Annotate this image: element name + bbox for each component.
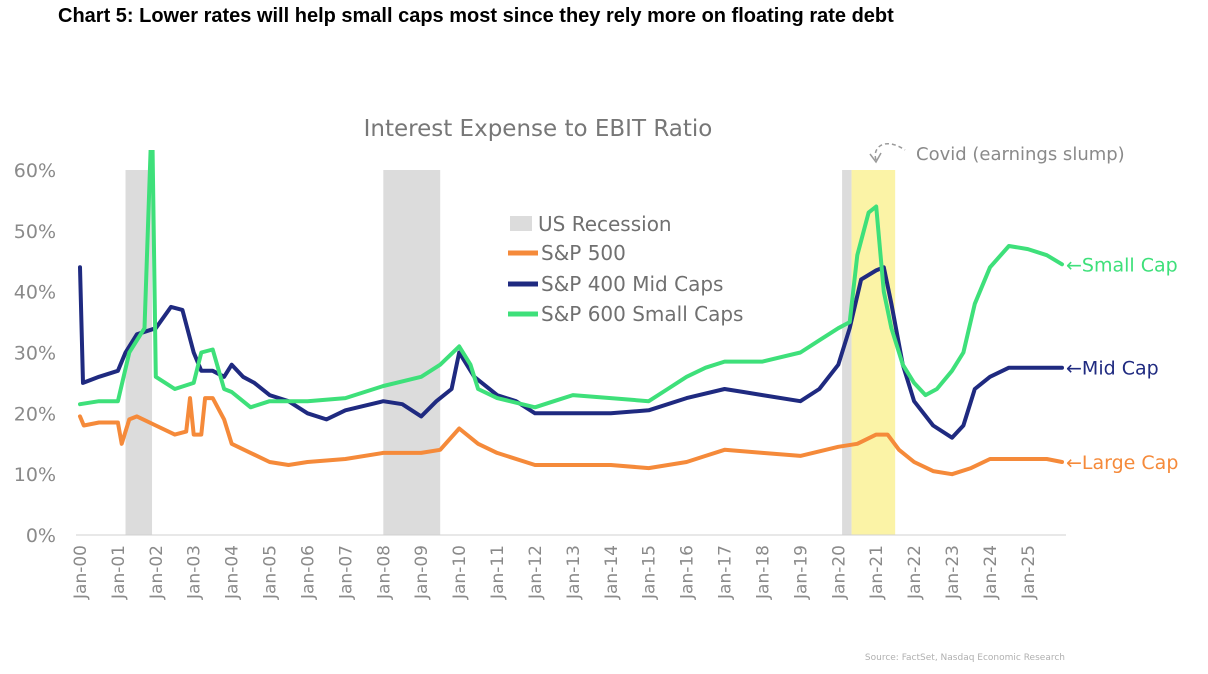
covid-annotation-text: Covid (earnings slump)	[916, 144, 1125, 165]
y-tick-label: 10%	[14, 464, 56, 486]
x-tick-label: Jan-08	[374, 545, 394, 600]
series-line-smallcap	[78, 150, 1064, 410]
y-tick-label: 30%	[14, 343, 56, 365]
covid-arrow-path	[874, 143, 906, 161]
covid-arrow-head	[869, 152, 882, 164]
x-tick-label: Jan-15	[640, 545, 660, 600]
x-tick-label: Jan-19	[791, 545, 811, 600]
x-tick-label: Jan-23	[943, 545, 963, 600]
y-tick-label: 20%	[14, 403, 56, 425]
x-tick-label: Jan-03	[185, 545, 205, 600]
x-tick-label: Jan-06	[298, 545, 318, 600]
x-tick-label: Jan-04	[223, 545, 243, 600]
x-tick-label: Jan-01	[109, 545, 129, 600]
x-tick-label: Jan-00	[71, 545, 91, 600]
series-lines	[78, 150, 1064, 477]
x-tick-label: Jan-09	[412, 545, 432, 600]
end-labels: ←Small Cap ←Mid Cap ←Large Cap	[1066, 254, 1178, 474]
end-label-mid-cap: ←Mid Cap	[1066, 358, 1159, 380]
source-note: Source: FactSet, Nasdaq Economic Researc…	[865, 653, 1065, 663]
x-tick-label: Jan-16	[678, 545, 698, 600]
x-tick-label: Jan-20	[829, 545, 849, 600]
x-tick-label: Jan-05	[261, 545, 281, 600]
legend-swatch-recession	[510, 216, 532, 231]
x-tick-label: Jan-07	[336, 545, 356, 600]
x-axis-ticks: Jan-00 Jan-01 Jan-02 Jan-03 Jan-04 Jan-05 Jan-…	[71, 545, 1039, 600]
x-tick-label: Jan-14	[602, 545, 622, 600]
x-tick-label: Jan-02	[147, 545, 167, 600]
series-line-sp500	[78, 396, 1064, 477]
legend-label-midcap: S&P 400 Mid Caps	[541, 272, 723, 296]
x-tick-label: Jan-13	[564, 545, 584, 600]
recession-band-2	[383, 170, 441, 535]
y-tick-label: 0%	[26, 525, 56, 547]
legend-label-sp500: S&P 500	[541, 241, 626, 265]
x-tick-label: Jan-11	[488, 545, 508, 600]
end-label-large-cap: ←Large Cap	[1066, 452, 1178, 474]
x-tick-label: Jan-25	[1019, 545, 1039, 600]
y-axis-ticks: 0% 10% 20% 30% 40% 50% 60%	[14, 160, 56, 547]
legend-label-recession: US Recession	[538, 212, 672, 236]
end-label-small-cap: ←Small Cap	[1066, 254, 1178, 276]
x-tick-label: Jan-22	[905, 545, 925, 600]
y-tick-label: 40%	[14, 282, 56, 304]
y-tick-label: 50%	[14, 221, 56, 243]
chart-title: Interest Expense to EBIT Ratio	[364, 116, 713, 142]
page-heading: Chart 5: Lower rates will help small cap…	[58, 5, 894, 27]
x-tick-label: Jan-10	[450, 545, 470, 600]
x-tick-label: Jan-24	[981, 545, 1001, 600]
legend: US Recession S&P 500 S&P 400 Mid Caps S&…	[508, 212, 743, 326]
x-tick-label: Jan-21	[867, 545, 887, 600]
x-tick-label: Jan-12	[526, 545, 546, 600]
y-tick-label: 60%	[14, 160, 56, 182]
recession-band-3	[842, 170, 852, 535]
legend-label-smallcap: S&P 600 Small Caps	[541, 302, 743, 326]
x-tick-label: Jan-17	[716, 545, 736, 600]
covid-annotation: Covid (earnings slump)	[869, 143, 1125, 165]
covid-band	[851, 170, 896, 535]
x-tick-label: Jan-18	[753, 545, 773, 600]
